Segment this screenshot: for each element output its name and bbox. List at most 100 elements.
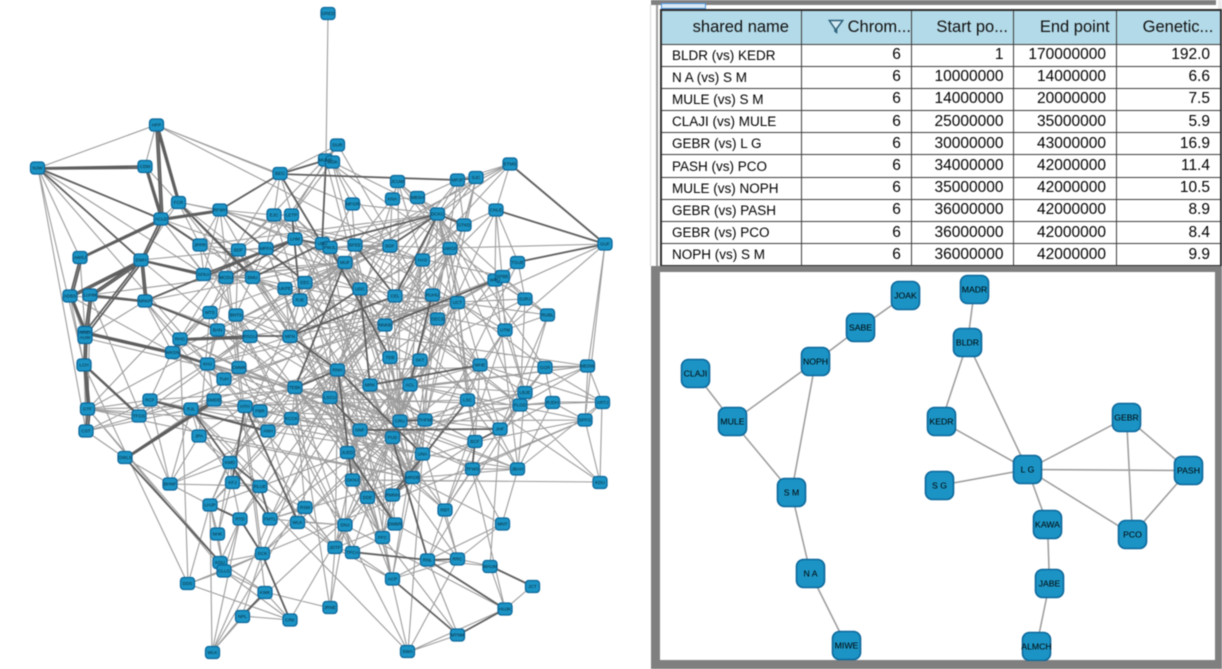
svg-text:LCH: LCH — [79, 363, 88, 368]
svg-text:DNJ: DNJ — [341, 523, 350, 528]
svg-text:ANH: ANH — [263, 429, 273, 434]
svg-text:JRNE: JRNE — [324, 605, 336, 610]
svg-text:RSM: RSM — [300, 505, 310, 510]
svg-text:MULE: MULE — [720, 417, 744, 427]
svg-text:SJC: SJC — [472, 175, 481, 180]
svg-text:TUH: TUH — [219, 377, 228, 382]
svg-text:SWA: SWA — [402, 649, 413, 654]
svg-text:FCR: FCR — [174, 200, 184, 205]
svg-text:NPL: NPL — [238, 614, 247, 619]
svg-text:CNLE: CNLE — [490, 208, 502, 213]
svg-text:PBR: PBR — [255, 409, 265, 414]
svg-text:FMTL: FMTL — [264, 517, 276, 522]
svg-text:LSC: LSC — [463, 398, 473, 403]
svg-text:BMU: BMU — [247, 275, 257, 280]
svg-text:DWH: DWH — [136, 258, 147, 263]
svg-text:UKPE: UKPE — [279, 286, 292, 291]
svg-text:JUED: JUED — [342, 450, 355, 455]
svg-text:SKT: SKT — [416, 358, 425, 363]
svg-text:PCO: PCO — [1123, 530, 1142, 540]
svg-text:RJDH: RJDH — [546, 400, 558, 405]
svg-text:AUW: AUW — [80, 335, 91, 340]
svg-text:BDF: BDF — [234, 248, 243, 253]
svg-text:NND: NND — [80, 330, 91, 335]
svg-text:ACP: ACP — [388, 577, 397, 582]
svg-text:NHK: NHK — [213, 532, 224, 537]
svg-text:RSGU: RSGU — [243, 334, 256, 339]
svg-text:UTM: UTM — [500, 328, 510, 333]
svg-text:UDC: UDC — [355, 287, 366, 292]
svg-text:EJC: EJC — [270, 213, 279, 218]
svg-text:BCF: BCF — [470, 439, 479, 444]
svg-text:CRU: CRU — [395, 419, 405, 424]
svg-text:JPA: JPA — [195, 434, 204, 439]
svg-text:PWJL: PWJL — [324, 245, 337, 250]
svg-text:JBAH: JBAH — [512, 467, 524, 472]
svg-text:KCCK: KCCK — [285, 416, 299, 421]
svg-text:GRED: GRED — [321, 11, 335, 16]
svg-text:DJRJ: DJRJ — [519, 297, 530, 302]
svg-text:JCT: JCT — [528, 584, 537, 589]
svg-text:MBSH: MBSH — [411, 195, 424, 200]
svg-text:SMDE: SMDE — [207, 398, 220, 403]
svg-text:MRDB: MRDB — [406, 475, 420, 480]
svg-text:SFKA: SFKA — [198, 272, 211, 277]
svg-text:LHJP: LHJP — [204, 503, 215, 508]
svg-text:KDU: KDU — [215, 560, 225, 565]
svg-text:CST: CST — [81, 429, 90, 434]
svg-text:UCT: UCT — [453, 300, 463, 305]
svg-text:NJW: NJW — [33, 166, 44, 171]
svg-text:BDF: BDF — [385, 244, 394, 249]
svg-text:N A: N A — [803, 569, 817, 579]
svg-text:DUR: DUR — [333, 143, 344, 148]
svg-text:DDE: DDE — [363, 495, 373, 500]
svg-text:RLUE: RLUE — [254, 484, 266, 489]
svg-text:MFN: MFN — [285, 334, 295, 339]
svg-text:KMD: KMD — [225, 460, 236, 465]
svg-text:DCK: DCK — [258, 551, 269, 556]
svg-text:TEBK: TEBK — [289, 385, 302, 390]
svg-text:GEBR: GEBR — [1114, 413, 1139, 423]
svg-text:PFC: PFC — [378, 535, 388, 540]
svg-text:WLK: WLK — [208, 650, 219, 655]
svg-text:PASH: PASH — [1177, 466, 1200, 476]
svg-text:JABE: JABE — [1039, 579, 1061, 589]
svg-text:BFEE: BFEE — [349, 243, 361, 248]
svg-text:RJL: RJL — [187, 407, 196, 412]
svg-text:BLDR: BLDR — [956, 338, 979, 348]
svg-text:KNA: KNA — [388, 197, 398, 202]
svg-text:WHE: WHE — [475, 363, 486, 368]
svg-text:MUMF: MUMF — [319, 158, 333, 163]
svg-text:MRK: MRK — [365, 383, 376, 388]
svg-text:MNT: MNT — [498, 522, 508, 527]
svg-text:CLAJI: CLAJI — [684, 369, 708, 379]
svg-text:S M: S M — [784, 488, 799, 498]
svg-text:GTKD: GTKD — [458, 223, 471, 228]
svg-text:ACL: ACL — [406, 383, 415, 388]
svg-text:ALMCH: ALMCH — [1021, 642, 1051, 652]
svg-text:TGUE: TGUE — [511, 260, 524, 265]
svg-text:NOPH: NOPH — [803, 357, 828, 367]
svg-text:KWK: KWK — [260, 590, 271, 595]
svg-text:SPBE: SPBE — [496, 274, 508, 279]
svg-text:RNH: RNH — [333, 368, 343, 373]
svg-text:LHM: LHM — [290, 237, 300, 242]
svg-text:NNF: NNF — [355, 428, 365, 433]
svg-text:JDTP: JDTP — [329, 545, 340, 550]
svg-text:MIWE: MIWE — [835, 641, 859, 651]
svg-text:GUF: GUF — [600, 242, 610, 247]
svg-text:MADR: MADR — [962, 285, 988, 295]
svg-text:MPJF: MPJF — [452, 178, 464, 183]
svg-text:KAWA: KAWA — [1035, 520, 1060, 530]
svg-text:ADBS: ADBS — [64, 294, 77, 299]
svg-text:NNKB: NNKB — [379, 323, 392, 328]
svg-text:NRKP: NRKP — [139, 299, 152, 304]
svg-text:UWGF: UWGF — [443, 246, 457, 251]
svg-text:BEG: BEG — [275, 171, 285, 176]
svg-text:RHG: RHG — [175, 337, 186, 342]
svg-text:RJE: RJE — [296, 298, 305, 303]
svg-text:TFGS: TFGS — [133, 414, 145, 419]
svg-text:TFWS: TFWS — [466, 467, 479, 472]
svg-text:ETMS: ETMS — [504, 162, 517, 167]
svg-text:MEDW: MEDW — [580, 364, 595, 369]
